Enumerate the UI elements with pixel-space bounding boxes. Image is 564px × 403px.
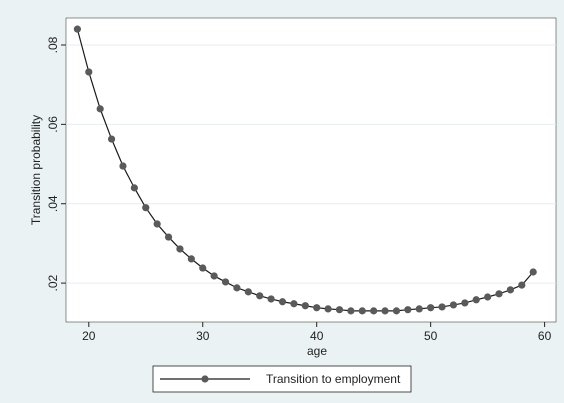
marker bbox=[438, 303, 446, 311]
marker bbox=[358, 307, 366, 315]
marker bbox=[506, 286, 515, 294]
marker bbox=[427, 304, 435, 312]
marker bbox=[518, 281, 526, 289]
marker bbox=[85, 68, 93, 76]
marker bbox=[153, 220, 161, 228]
marker bbox=[164, 233, 173, 241]
marker bbox=[119, 162, 127, 170]
marker bbox=[107, 135, 116, 143]
marker bbox=[221, 278, 230, 286]
y-tick-label: .08 bbox=[46, 36, 60, 53]
marker bbox=[176, 245, 184, 253]
y-tick-label: .04 bbox=[46, 195, 60, 212]
x-tick-label: 20 bbox=[82, 329, 96, 343]
marker bbox=[267, 295, 275, 303]
marker bbox=[73, 25, 81, 33]
marker bbox=[313, 304, 321, 312]
y-tick-label: .06 bbox=[46, 116, 60, 133]
marker bbox=[415, 305, 423, 313]
marker bbox=[495, 290, 503, 298]
marker bbox=[370, 307, 378, 315]
x-tick-label: 40 bbox=[310, 329, 324, 343]
marker bbox=[278, 298, 287, 306]
marker bbox=[142, 204, 150, 212]
marker bbox=[484, 293, 492, 301]
marker bbox=[404, 306, 412, 314]
marker bbox=[347, 307, 355, 315]
legend-marker bbox=[201, 375, 209, 383]
marker bbox=[392, 307, 401, 315]
marker bbox=[472, 296, 480, 304]
x-tick-label: 30 bbox=[196, 329, 210, 343]
marker bbox=[301, 302, 309, 310]
marker bbox=[335, 306, 344, 314]
x-tick-label: 50 bbox=[424, 329, 438, 343]
marker bbox=[461, 299, 469, 307]
marker bbox=[256, 292, 264, 300]
legend-label: Transition to employment bbox=[266, 372, 401, 386]
marker bbox=[449, 301, 458, 309]
marker bbox=[233, 284, 241, 292]
x-tick-label: 60 bbox=[538, 329, 552, 343]
y-axis-label: Transition probability bbox=[29, 115, 43, 225]
marker bbox=[529, 268, 537, 276]
marker bbox=[210, 272, 218, 280]
marker bbox=[187, 255, 195, 263]
marker bbox=[381, 307, 389, 315]
marker bbox=[199, 264, 207, 272]
plot-area bbox=[65, 17, 557, 323]
marker bbox=[324, 305, 332, 313]
marker bbox=[130, 184, 138, 192]
marker bbox=[96, 105, 104, 113]
x-axis-label: age bbox=[307, 344, 327, 358]
marker bbox=[290, 300, 298, 308]
marker bbox=[244, 288, 252, 296]
y-tick-label: .02 bbox=[46, 274, 60, 291]
